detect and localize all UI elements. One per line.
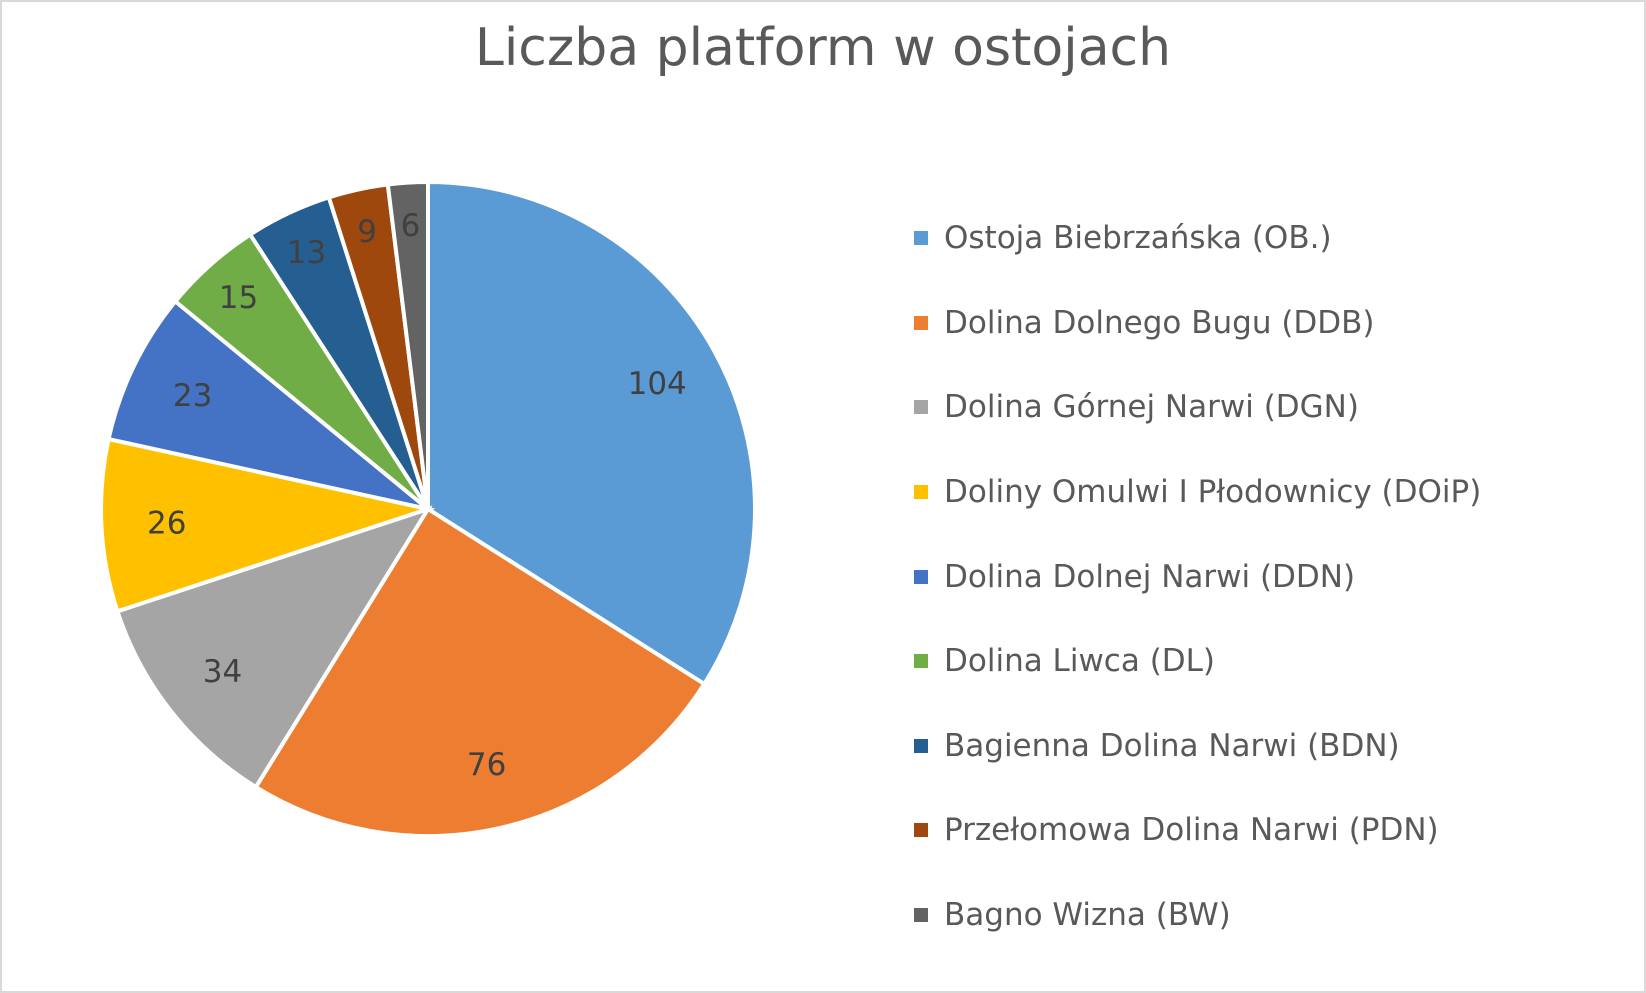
legend-label: Dolina Dolnego Bugu (DDB) — [944, 304, 1375, 341]
legend-swatch — [914, 400, 928, 415]
legend-item: Dolina Dolnej Narwi (DDN) — [914, 534, 1481, 619]
legend-label: Ostoja Biebrzańska (OB.) — [944, 220, 1332, 257]
legend-swatch — [914, 738, 928, 753]
legend: Ostoja Biebrzańska (OB.) Dolina Dolnego B… — [914, 196, 1481, 957]
legend-swatch — [914, 654, 928, 669]
data-label: 76 — [467, 747, 506, 783]
pie-slice — [114, 505, 433, 790]
legend-item: Ostoja Biebrzańska (OB.) — [914, 196, 1481, 281]
data-label: 15 — [219, 280, 258, 316]
legend-label: Doliny Omulwi I Płodownicy (DOiP) — [944, 474, 1482, 511]
legend-label: Bagno Wizna (BW) — [944, 897, 1231, 934]
legend-label: Dolina Górnej Narwi (DGN) — [944, 389, 1359, 426]
legend-label: Dolina Liwca (DL) — [944, 643, 1216, 680]
legend-label: Przełomowa Dolina Narwi (PDN) — [944, 812, 1439, 849]
legend-swatch — [914, 823, 928, 838]
legend-swatch — [914, 315, 928, 330]
chart-title: Liczba platform w ostojach — [474, 18, 1172, 78]
legend-item: Bagienna Dolina Narwi (BDN) — [914, 704, 1481, 789]
legend-swatch — [914, 908, 928, 923]
legend-swatch — [914, 569, 928, 584]
data-label: 34 — [203, 654, 242, 690]
data-label: 104 — [628, 366, 687, 402]
legend-item: Przełomowa Dolina Narwi (PDN) — [914, 788, 1481, 873]
pie-slice — [106, 298, 430, 511]
legend-label: Bagienna Dolina Narwi (BDN) — [944, 727, 1400, 764]
data-label: 26 — [147, 505, 186, 541]
legend-item: Dolina Górnej Narwi (DGN) — [914, 365, 1481, 450]
legend-item: Dolina Liwca (DL) — [914, 619, 1481, 704]
legend-swatch — [914, 485, 928, 500]
legend-item: Bagno Wizna (BW) — [914, 873, 1481, 958]
pie-slice — [253, 506, 708, 838]
legend-swatch — [914, 231, 928, 246]
legend-label: Dolina Dolnej Narwi (DDN) — [944, 558, 1356, 595]
data-label: 13 — [287, 235, 326, 271]
data-label: 6 — [401, 208, 421, 244]
pie-slice — [99, 436, 436, 614]
legend-item: Doliny Omulwi I Płodownicy (DOiP) — [914, 450, 1481, 535]
data-label: 9 — [357, 214, 377, 250]
pie-slice — [385, 179, 430, 510]
legend-item: Dolina Dolnego Bugu (DDB) — [914, 281, 1481, 366]
data-label: 23 — [173, 378, 212, 414]
